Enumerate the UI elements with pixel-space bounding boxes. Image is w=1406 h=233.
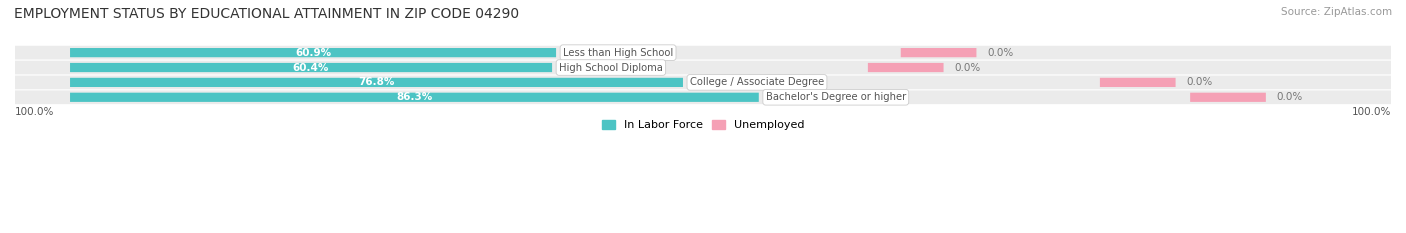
FancyBboxPatch shape	[70, 48, 555, 57]
FancyBboxPatch shape	[14, 46, 1392, 59]
FancyBboxPatch shape	[868, 63, 943, 72]
FancyBboxPatch shape	[1099, 78, 1175, 87]
Text: 100.0%: 100.0%	[1351, 106, 1391, 116]
Text: 60.4%: 60.4%	[292, 62, 329, 72]
Text: EMPLOYMENT STATUS BY EDUCATIONAL ATTAINMENT IN ZIP CODE 04290: EMPLOYMENT STATUS BY EDUCATIONAL ATTAINM…	[14, 7, 519, 21]
Legend: In Labor Force, Unemployed: In Labor Force, Unemployed	[598, 115, 808, 135]
Text: College / Associate Degree: College / Associate Degree	[690, 77, 824, 87]
FancyBboxPatch shape	[14, 90, 1392, 104]
Text: Source: ZipAtlas.com: Source: ZipAtlas.com	[1281, 7, 1392, 17]
Text: 0.0%: 0.0%	[955, 62, 981, 72]
FancyBboxPatch shape	[1189, 93, 1265, 102]
FancyBboxPatch shape	[14, 75, 1392, 89]
Text: 0.0%: 0.0%	[987, 48, 1014, 58]
Text: 60.9%: 60.9%	[295, 48, 332, 58]
FancyBboxPatch shape	[70, 78, 683, 87]
FancyBboxPatch shape	[14, 61, 1392, 74]
Text: 100.0%: 100.0%	[15, 106, 55, 116]
Text: 86.3%: 86.3%	[396, 92, 433, 102]
FancyBboxPatch shape	[70, 93, 759, 102]
Text: 76.8%: 76.8%	[359, 77, 395, 87]
FancyBboxPatch shape	[70, 63, 553, 72]
FancyBboxPatch shape	[901, 48, 976, 57]
Text: Bachelor's Degree or higher: Bachelor's Degree or higher	[766, 92, 905, 102]
Text: 0.0%: 0.0%	[1277, 92, 1303, 102]
Text: High School Diploma: High School Diploma	[560, 62, 662, 72]
Text: Less than High School: Less than High School	[562, 48, 673, 58]
Text: 0.0%: 0.0%	[1187, 77, 1213, 87]
